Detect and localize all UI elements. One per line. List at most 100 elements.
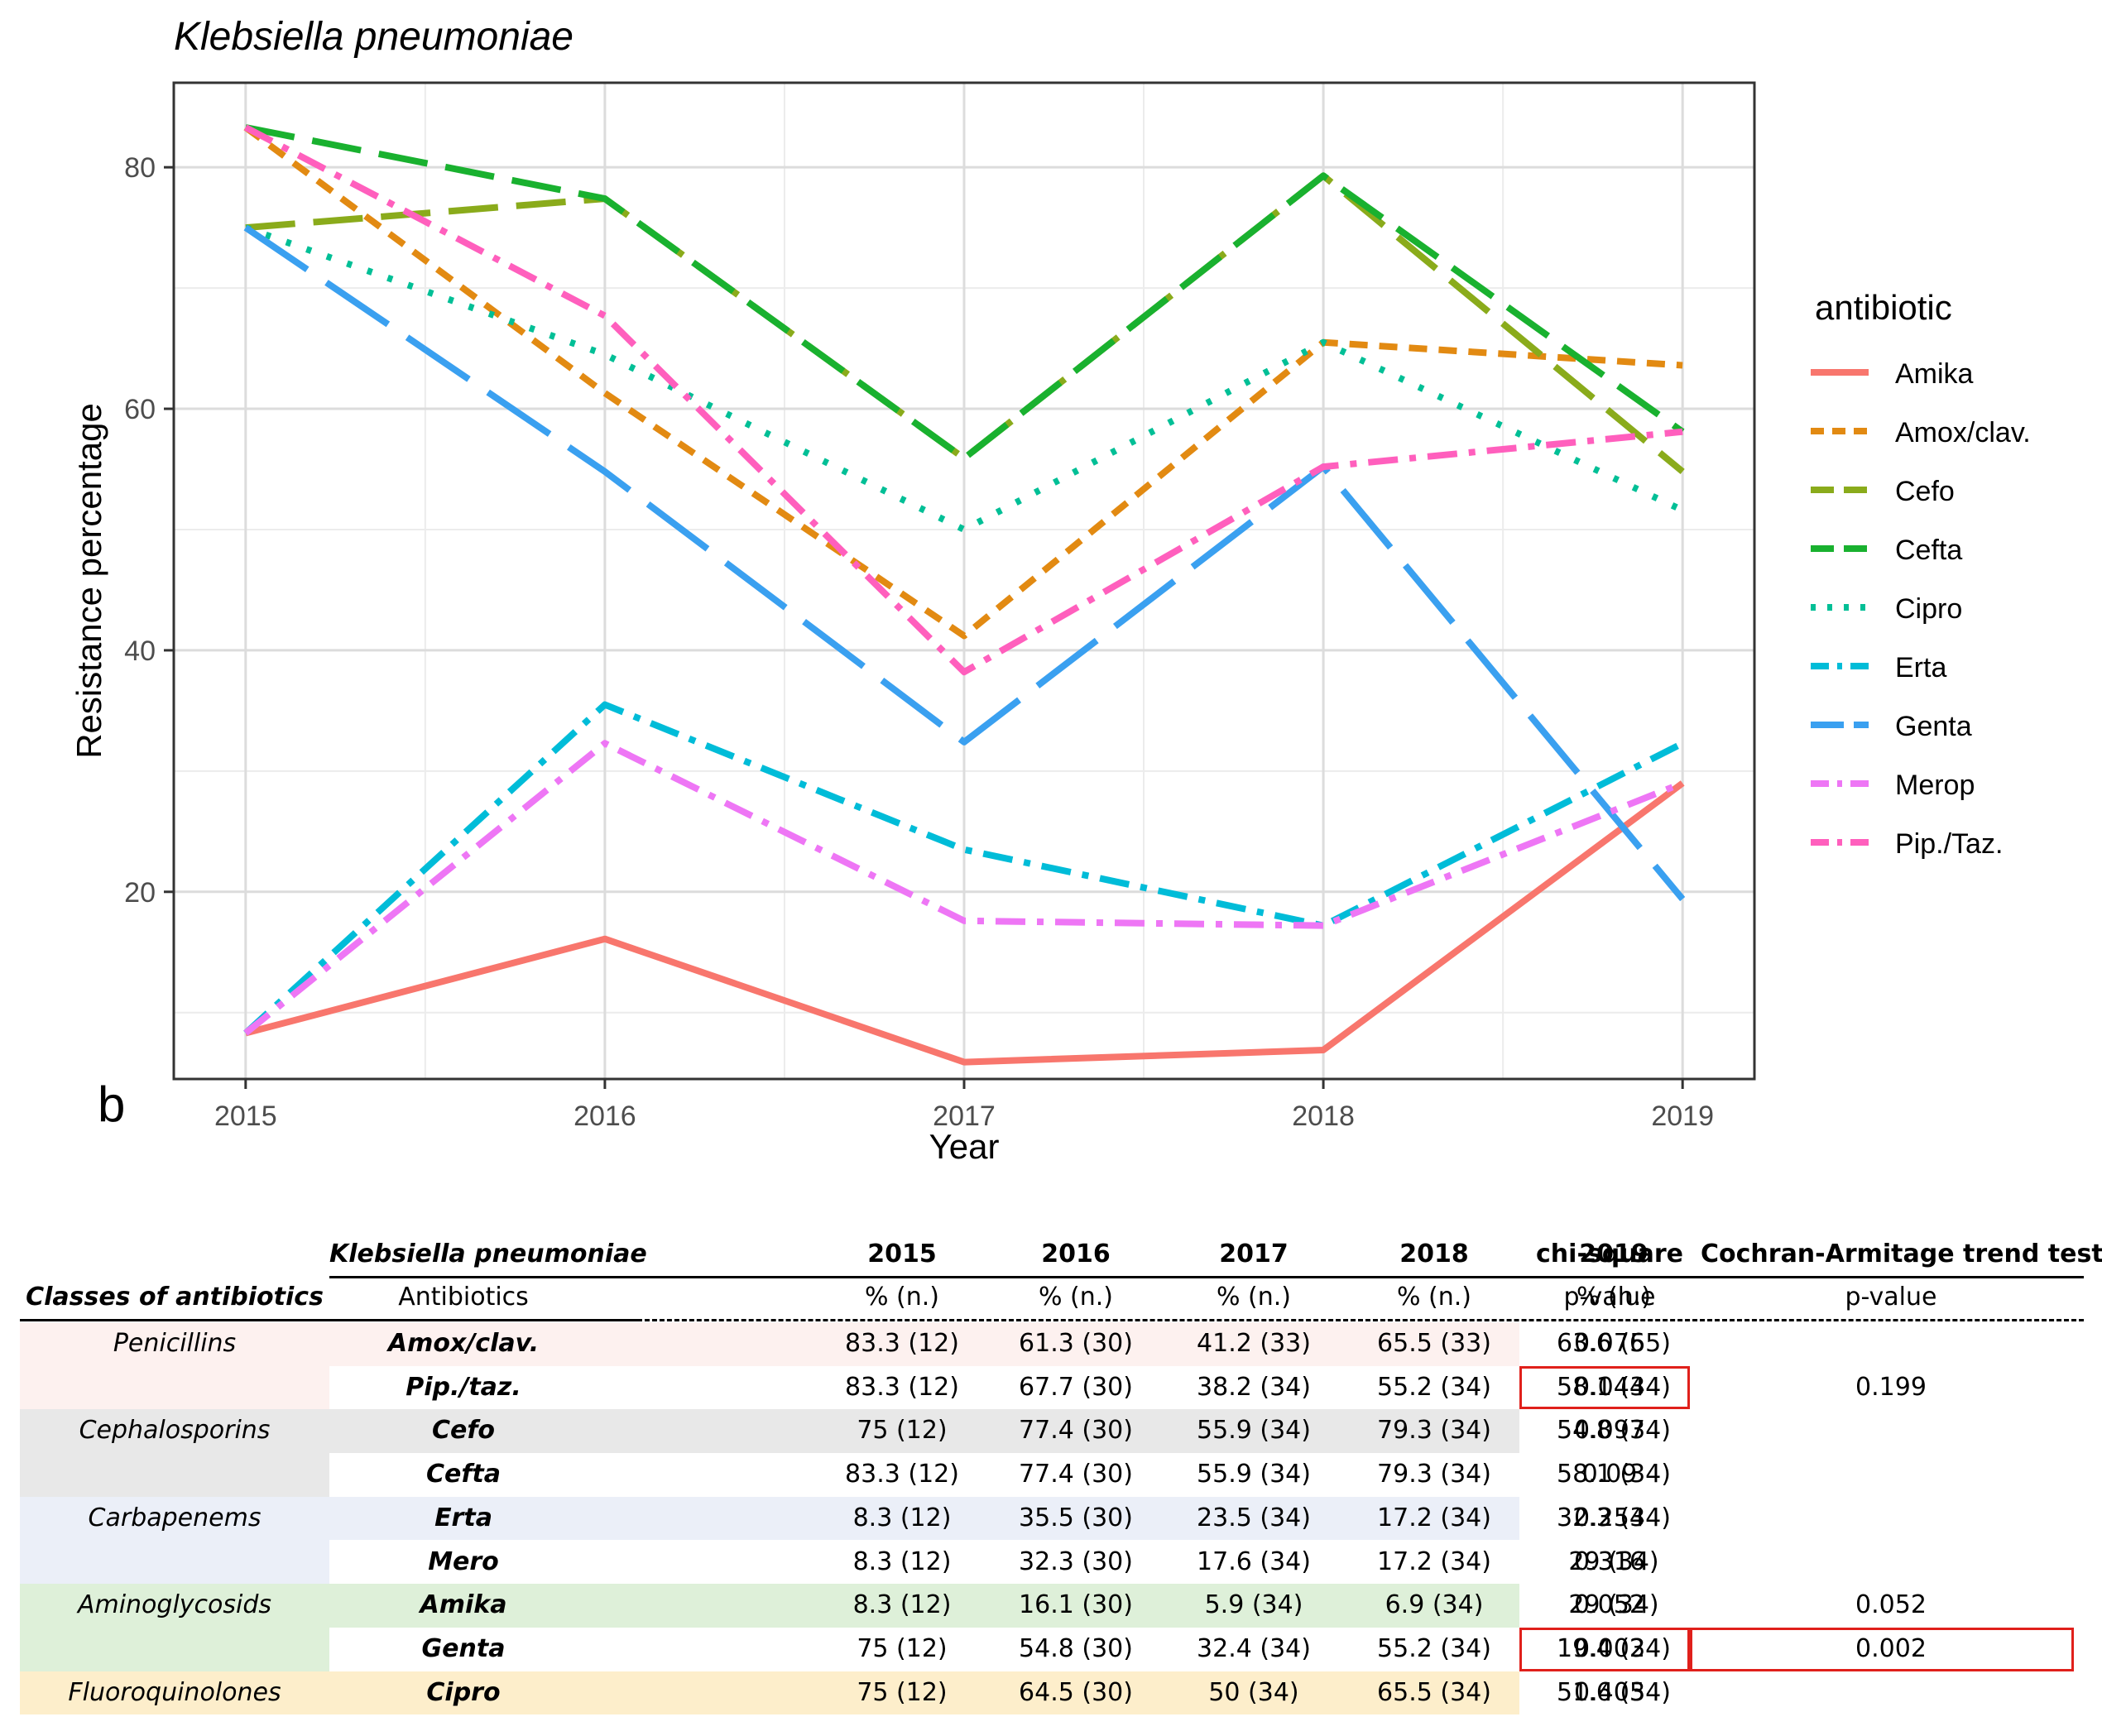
table-cell: 63.6 (55) <box>1557 1329 1671 1358</box>
year-subheader: % (n.) <box>1039 1283 1113 1312</box>
row-shading <box>329 1671 1519 1715</box>
table-cell: 51.6 (34) <box>1557 1677 1671 1707</box>
legend-label-amika: Amika <box>1895 358 1974 390</box>
series-line-amika <box>244 780 1685 1066</box>
table-cell: 55.2 (34) <box>1377 1633 1491 1663</box>
antibiotic-name: Mero <box>428 1547 499 1576</box>
chi-square-pvalue: 0.09 <box>1581 1460 1638 1489</box>
chi-pvalue-header: p-value <box>1563 1283 1656 1312</box>
legend-title: antibiotic <box>1815 288 1952 327</box>
trend-pvalue: 0.199 <box>1855 1372 1927 1402</box>
table-cell: 41.2 (33) <box>1197 1329 1311 1358</box>
class-label: Penicillins <box>113 1329 237 1358</box>
antibiotics-header: Antibiotics <box>398 1283 529 1312</box>
table-cell: 75 (12) <box>857 1677 948 1707</box>
x-tick-label: 2018 <box>1292 1101 1355 1132</box>
trend-pvalue-header: p-value <box>1845 1283 1937 1312</box>
chi-square-pvalue: 0.052 <box>1574 1590 1645 1620</box>
class-label: Aminoglycosids <box>77 1590 272 1620</box>
series-line-merop <box>243 740 1684 1036</box>
x-tick-label: 2016 <box>573 1101 636 1132</box>
table-cell: 79.3 (34) <box>1377 1460 1491 1489</box>
year-subheader: % (n.) <box>1217 1283 1291 1312</box>
chi-square-pvalue: 0.044 <box>1574 1372 1645 1402</box>
table-cell: 58.1 (34) <box>1557 1460 1671 1489</box>
trend-pvalue: 0.002 <box>1855 1633 1927 1663</box>
chi-square-pvalue: 0.316 <box>1574 1547 1645 1576</box>
table-title: Klebsiella pneumoniae <box>329 1240 647 1268</box>
highlight-box <box>1519 1627 1690 1671</box>
table-cell: 32.3 (30) <box>1019 1547 1133 1576</box>
series-line-cefo <box>245 172 1685 475</box>
table-cell: 65.5 (34) <box>1377 1677 1491 1707</box>
chi-square-header: chi-square <box>1536 1240 1683 1268</box>
grid-lines <box>174 83 1754 1079</box>
table-cell: 29 (34) <box>1568 1547 1659 1576</box>
series-line-genta <box>243 224 1686 902</box>
year-subheader: % (n.) <box>1397 1283 1471 1312</box>
table-cell: 16.1 (30) <box>1019 1590 1133 1620</box>
class-shading <box>20 1409 329 1497</box>
table-cell: 61.3 (30) <box>1019 1329 1133 1358</box>
legend-label-erta: Erta <box>1895 652 1946 683</box>
y-axis-title: Resistance percentage <box>70 403 108 759</box>
classes-header: Classes of antibiotics <box>26 1283 324 1312</box>
antibiotic-name: Amox/clav. <box>387 1329 540 1358</box>
table-cell: 8.3 (12) <box>852 1547 952 1576</box>
series-line-pip-taz <box>243 124 1683 676</box>
table-cell: 75 (12) <box>857 1416 948 1446</box>
chi-square-pvalue: 0.097 <box>1574 1416 1645 1446</box>
axes: 2015 2016 2017 2018 2019 20 40 60 80 <box>124 152 1714 1132</box>
class-label: Cephalosporins <box>79 1416 271 1446</box>
legend-label-pip-taz: Pip./Taz. <box>1895 828 2003 860</box>
table-cell: 17.2 (34) <box>1377 1503 1491 1532</box>
legend-label-amox-clav: Amox/clav. <box>1895 417 2031 448</box>
series-line-erta <box>243 701 1684 1036</box>
table-cell: 79.3 (34) <box>1377 1416 1491 1446</box>
class-label: Carbapenems <box>88 1503 262 1532</box>
panel-label: b <box>98 1077 126 1132</box>
table-cell: 19.4 (34) <box>1557 1633 1671 1663</box>
antibiotic-name: Cipro <box>426 1677 501 1707</box>
legend: antibiotic Amika Amox/clav. Cefo Cefta Cipro… <box>1811 288 2031 860</box>
row-shading <box>329 1409 1519 1454</box>
chi-square-pvalue: 0.405 <box>1574 1677 1645 1707</box>
subheader-rule <box>637 1319 2084 1321</box>
class-shading <box>20 1584 329 1671</box>
table-cell: 54.8 (34) <box>1557 1416 1671 1446</box>
class-shading <box>20 1496 329 1585</box>
table-cell: 6.9 (34) <box>1385 1590 1484 1620</box>
year-header: 2016 <box>1041 1240 1111 1268</box>
antibiotic-name: Cefta <box>426 1460 501 1489</box>
table-cell: 8.3 (12) <box>852 1590 952 1620</box>
table-cell: 64.5 (30) <box>1019 1677 1133 1707</box>
table-cell: 29 (34) <box>1568 1590 1659 1620</box>
resistance-table: Klebsiella pneumoniae 2015 2016 2017 2018 201… <box>0 1233 2102 1729</box>
table-cell: 67.7 (30) <box>1019 1372 1133 1402</box>
legend-label-cipro: Cipro <box>1895 593 1962 625</box>
antibiotic-name: Cefo <box>431 1416 496 1446</box>
table-cell: 77.4 (30) <box>1019 1460 1133 1489</box>
antibiotic-name: Amika <box>420 1590 507 1620</box>
legend-label-cefo: Cefo <box>1895 476 1955 507</box>
class-label: Fluoroquinolones <box>68 1677 281 1707</box>
year-subheader: % (n.) <box>1576 1283 1651 1312</box>
year-header: 2018 <box>1399 1240 1469 1268</box>
year-subheader: % (n.) <box>865 1283 939 1312</box>
y-tick-label: 20 <box>124 877 156 909</box>
chart-title: Klebsiella pneumoniae <box>174 15 573 59</box>
row-shading <box>329 1322 1519 1366</box>
class-shading <box>20 1671 329 1715</box>
y-tick-label: 60 <box>124 394 156 425</box>
y-tick-label: 80 <box>124 152 156 184</box>
chi-square-pvalue: 0.002 <box>1574 1633 1645 1663</box>
legend-label-merop: Merop <box>1895 770 1975 801</box>
legend-label-genta: Genta <box>1895 711 1972 742</box>
antibiotic-name: Pip./taz. <box>406 1372 521 1402</box>
table-cell: 83.3 (12) <box>845 1372 959 1402</box>
subheader-rule <box>20 1319 637 1321</box>
table-cell: 55.2 (34) <box>1377 1372 1491 1402</box>
header-rule <box>329 1276 2084 1278</box>
table-cell: 38.2 (34) <box>1197 1372 1311 1402</box>
table-cell: 23.5 (34) <box>1197 1503 1311 1532</box>
